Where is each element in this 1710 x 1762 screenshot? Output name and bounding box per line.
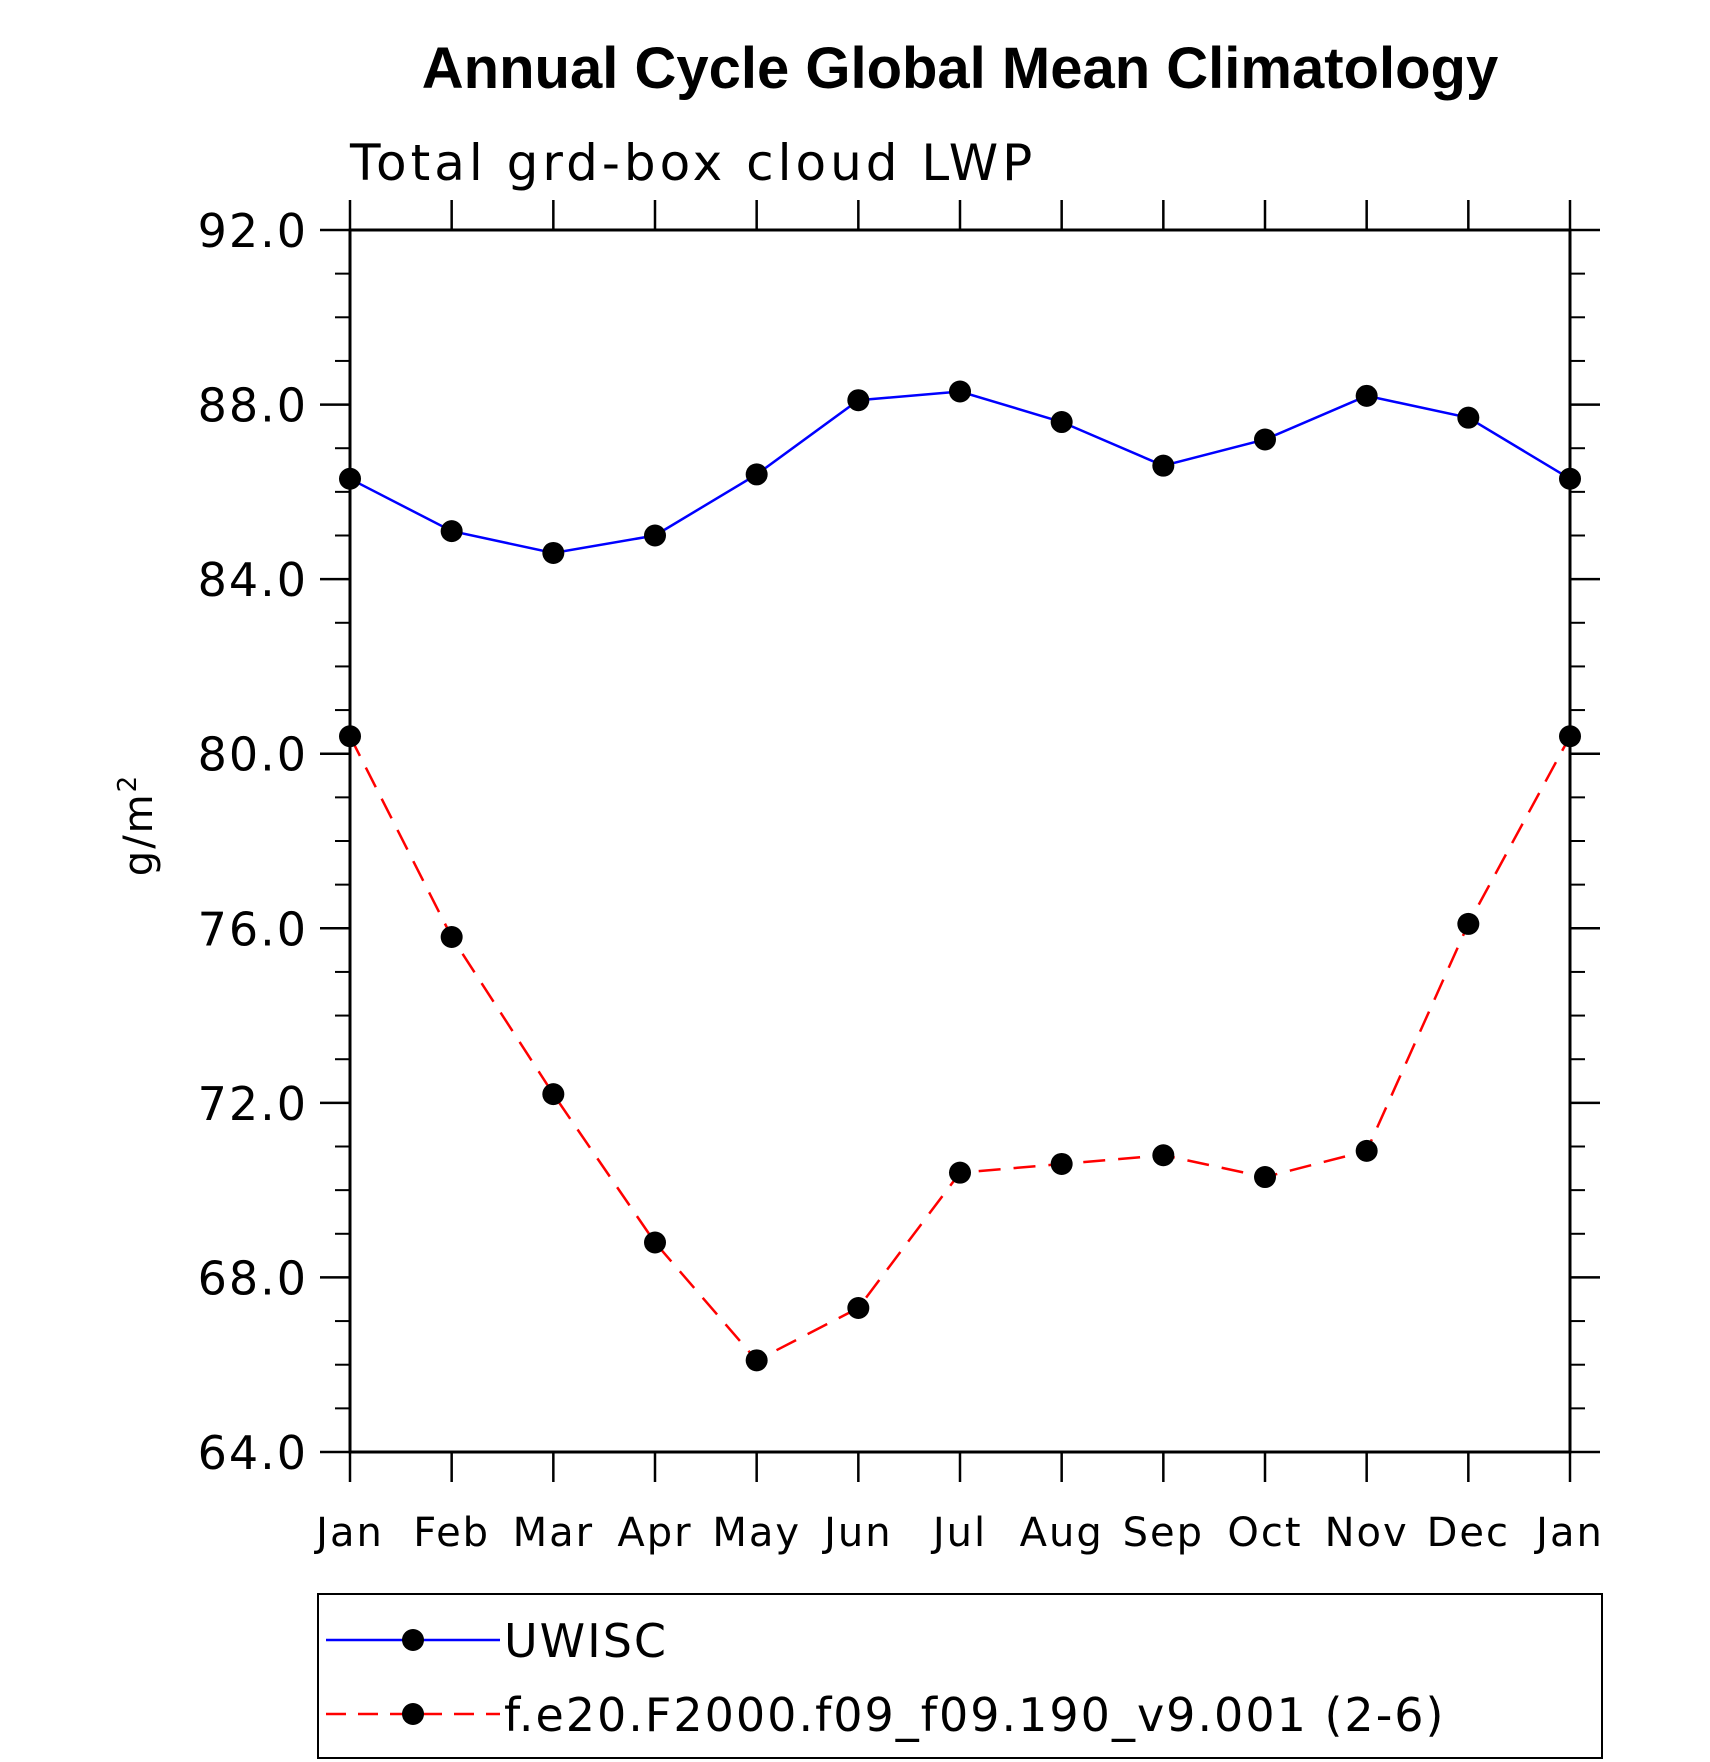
series-0-point [644,524,666,547]
series-line-1 [348,735,1572,1362]
y-tick-label: 72.0 [198,1077,308,1131]
series-1-point [1254,1166,1276,1189]
series-1-point [1355,1139,1378,1162]
x-tick-label: Aug [1020,1510,1104,1556]
chart-subtitle: Total grd-box cloud LWP [349,134,1036,192]
series-1-point [949,1161,971,1184]
series-0-point [1050,411,1073,434]
legend-box [317,1593,1603,1759]
series-0-point [1254,428,1276,451]
svg-text:g/m2: g/m2 [113,774,162,876]
series-1-point [847,1296,870,1319]
x-tick-label: Oct [1227,1510,1302,1556]
series-line-0 [349,390,1571,555]
chart-title: Annual Cycle Global Mean Climatology [422,36,1498,101]
x-tick-label: Jul [930,1510,987,1556]
series-0-point [1152,454,1175,477]
series-0-point [1457,406,1480,429]
x-tick-label: Mar [513,1510,594,1556]
legend-label-uwisc: UWISC [504,1614,668,1668]
series-0-point [339,467,361,490]
series-layer [339,380,1581,1372]
x-tick-label: Jun [821,1510,893,1556]
legend-label-model: f.e20.F2000.f09_f09.190_v9.001 (2-6) [504,1688,1446,1742]
series-0-point [542,541,565,564]
y-tick-label: 92.0 [198,204,308,258]
y-axis-label-superscript: 2 [113,774,143,793]
series-0-point [1355,384,1378,407]
x-tick-label: Jan [313,1510,384,1556]
y-tick-label: 84.0 [198,553,308,607]
series-0-point [1559,467,1581,490]
y-tick-labels: 92.0 88.0 84.0 80.0 76.0 72.0 68.0 64.0 [198,204,308,1480]
y-tick-label: 76.0 [198,902,308,956]
legend: UWISC f.e20.F2000.f09_f09.190_v9.001 (2-… [317,1593,1603,1759]
x-tick-labels: Jan Feb Mar Apr May Jun Jul Aug Sep Oct Nov Dec Jan [313,1510,1604,1556]
x-tick-label: Jan [1533,1510,1604,1556]
series-1-point [644,1231,666,1254]
x-tick-label: May [712,1510,801,1556]
y-tick-label: 68.0 [198,1251,308,1305]
legend-marker-model [402,1703,424,1725]
series-1-point [745,1349,768,1372]
y-tick-label: 80.0 [198,728,308,782]
plot-frame [348,228,1572,1454]
series-1-point [1152,1144,1175,1167]
axis-ticks [320,200,1600,1482]
y-axis-label-text: g/m [116,792,162,876]
y-tick-label: 88.0 [198,379,308,433]
y-axis-label: g/m2 [113,774,162,876]
x-tick-label: Sep [1123,1510,1204,1556]
x-tick-label: Feb [413,1510,490,1556]
series-0-point [847,389,870,412]
series-1-point [339,725,361,748]
x-tick-label: Nov [1325,1510,1409,1556]
series-1-point [1050,1152,1073,1175]
series-1-point [1559,725,1581,748]
series-1-point [1457,912,1480,935]
series-0-point [949,380,971,403]
x-tick-label: Dec [1427,1510,1510,1556]
series-1-point [440,926,463,949]
legend-marker-uwisc [402,1629,424,1651]
x-tick-label: Apr [617,1510,692,1556]
series-1-point [542,1083,565,1106]
series-0-point [440,520,463,543]
y-tick-label: 64.0 [198,1426,308,1480]
series-0-point [745,463,768,486]
